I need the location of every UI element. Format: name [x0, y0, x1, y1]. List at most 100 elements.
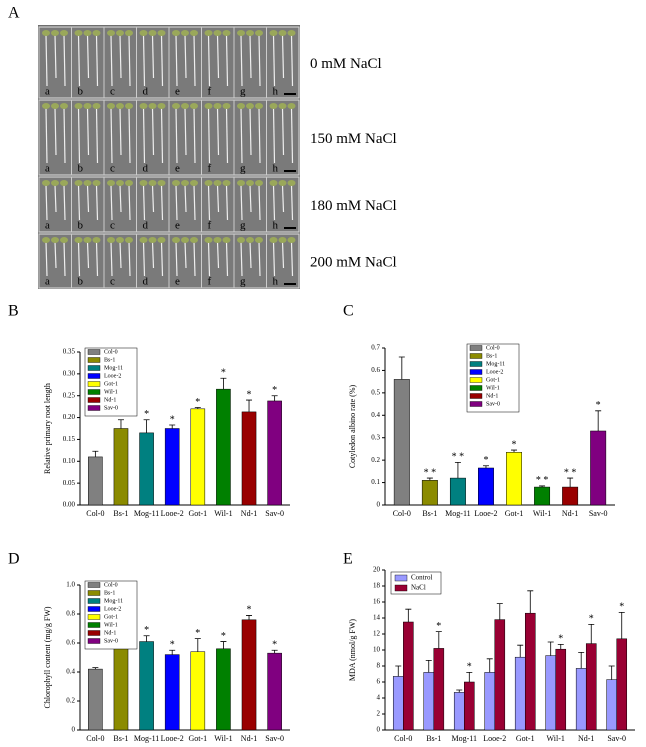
legend-swatch	[469, 369, 483, 375]
significance-label: * *	[424, 467, 437, 478]
lane-label: h	[273, 163, 279, 175]
panel-label: A	[8, 5, 20, 22]
bar	[403, 621, 414, 731]
bar	[514, 656, 526, 731]
bar	[164, 428, 180, 506]
significance-label: *	[247, 389, 252, 400]
panel-label: D	[8, 551, 20, 568]
cotyledon	[287, 180, 296, 186]
cotyledon	[172, 30, 180, 36]
cotyledon	[278, 30, 287, 36]
bar	[216, 648, 231, 731]
error-bar	[92, 450, 99, 457]
x-tick-label: Looe-2	[483, 734, 506, 743]
root	[142, 184, 146, 221]
legend-label: Mog-11	[104, 598, 123, 604]
y-tick-label: 12	[373, 630, 381, 638]
significance-label: *	[589, 614, 594, 625]
cotyledon	[83, 237, 92, 243]
cotyledon	[148, 30, 157, 36]
bar	[545, 655, 556, 731]
cotyledon	[92, 237, 101, 243]
bar	[433, 648, 445, 731]
significance-label: *	[195, 628, 200, 639]
error-bar	[92, 667, 99, 670]
cotyledon	[107, 180, 115, 186]
panel-label: E	[343, 551, 353, 568]
legend-label: Sav-0	[486, 401, 500, 407]
root	[151, 241, 155, 269]
cotyledon	[42, 103, 50, 109]
root	[63, 107, 66, 164]
legend-label: Got-1	[104, 614, 118, 620]
cotyledon	[42, 30, 50, 36]
root	[95, 34, 99, 87]
cotyledon	[139, 103, 148, 109]
error-bar	[608, 665, 615, 680]
bar	[494, 619, 506, 731]
lane-label: g	[240, 220, 246, 232]
legend-label: Bs-1	[104, 357, 115, 363]
cotyledon	[51, 237, 59, 243]
significance-label: *	[144, 625, 149, 636]
root	[110, 241, 113, 277]
significance-label: *	[221, 368, 226, 379]
error-bar	[194, 638, 201, 652]
cotyledon	[92, 30, 101, 36]
legend-swatch	[87, 357, 101, 363]
bar	[478, 467, 494, 506]
legend-swatch	[87, 365, 101, 371]
legend-label: Bs-1	[486, 353, 497, 359]
root	[258, 34, 261, 87]
x-tick-label: Col-0	[393, 509, 411, 518]
root	[86, 34, 90, 79]
root	[110, 107, 113, 164]
root	[45, 107, 48, 164]
x-tick-label: Wil-1	[533, 509, 551, 518]
root	[225, 184, 229, 221]
root	[290, 241, 294, 277]
cotyledon	[148, 180, 157, 186]
cotyledon	[237, 180, 245, 186]
y-tick-label: 0.3	[371, 433, 380, 441]
y-tick-label: 0.4	[371, 411, 380, 419]
cotyledon	[255, 103, 263, 109]
legend-label: Mog-11	[104, 365, 123, 371]
cotyledon	[51, 103, 59, 109]
condition-label: 180 mM NaCl	[310, 198, 397, 214]
lane-label: h	[273, 86, 279, 98]
lane-label: a	[45, 220, 50, 232]
lane-label: e	[175, 220, 180, 232]
y-tick-label: 0.30	[63, 369, 76, 377]
cotyledon	[51, 180, 59, 186]
root	[193, 34, 196, 87]
error-bar	[246, 615, 253, 620]
root	[290, 34, 294, 87]
error-bar	[405, 608, 412, 622]
error-bar	[527, 590, 534, 614]
root	[281, 107, 285, 156]
cotyledon	[237, 30, 245, 36]
lane-label: b	[78, 276, 84, 288]
lane-label: b	[78, 86, 84, 98]
cotyledon	[157, 180, 166, 186]
error-bar	[435, 631, 442, 649]
lane-label: b	[78, 163, 84, 175]
significance-label: *	[436, 621, 441, 632]
root	[249, 241, 252, 269]
legend-swatch	[87, 630, 101, 636]
root	[175, 34, 178, 87]
bar	[484, 672, 496, 731]
root	[160, 184, 164, 221]
cotyledon	[60, 180, 68, 186]
y-tick-label: 1.0	[66, 581, 75, 589]
root	[45, 241, 48, 277]
bar	[534, 486, 551, 506]
root	[128, 34, 131, 87]
x-tick-label: Sav-0	[589, 509, 608, 518]
bar	[555, 648, 567, 731]
root	[207, 241, 211, 277]
y-tick-label: 0.5	[371, 388, 380, 396]
legend-label: Wil-1	[104, 622, 118, 628]
root	[258, 184, 261, 221]
